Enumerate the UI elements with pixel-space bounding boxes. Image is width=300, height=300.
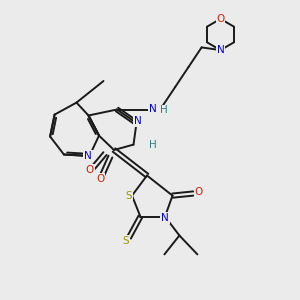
Text: O: O (96, 173, 105, 184)
Text: O: O (86, 165, 94, 175)
Text: N: N (161, 213, 169, 223)
Text: O: O (216, 14, 225, 24)
Text: N: N (134, 116, 142, 127)
Text: N: N (84, 151, 92, 161)
Text: N: N (149, 104, 157, 115)
Text: H: H (160, 105, 167, 116)
Text: S: S (123, 236, 129, 246)
Text: H: H (148, 140, 156, 151)
Text: N: N (217, 45, 224, 55)
Text: S: S (125, 190, 132, 201)
Text: O: O (195, 187, 203, 197)
